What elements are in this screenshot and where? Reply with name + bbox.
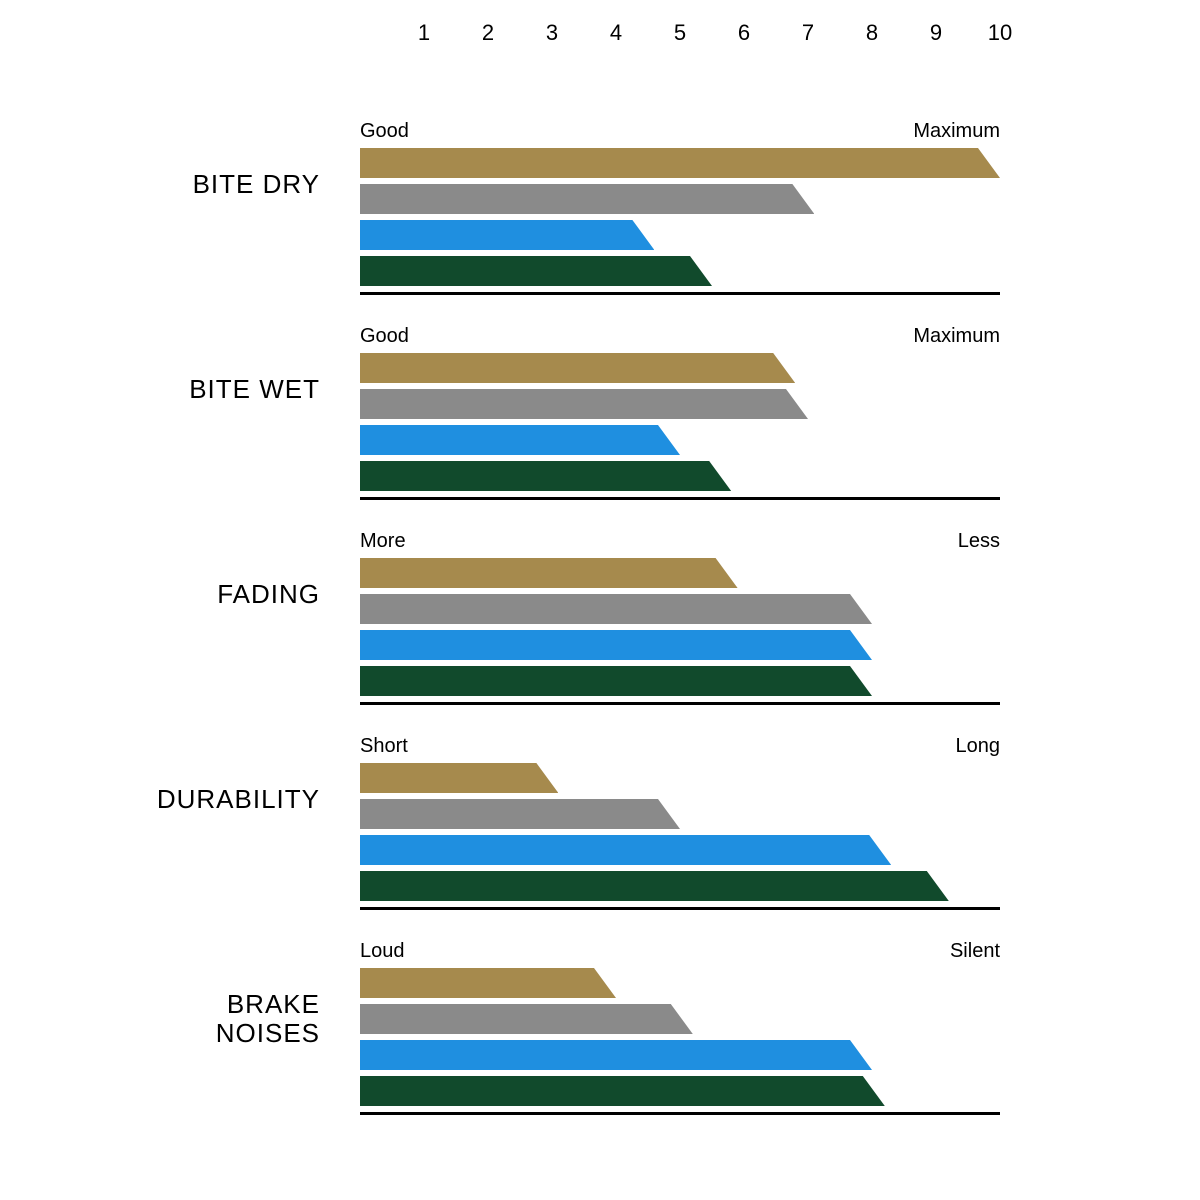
chart-area: Loud Silent (360, 940, 1000, 1115)
scale-tick: 6 (738, 20, 750, 46)
bar (360, 666, 1000, 696)
baseline (360, 907, 1000, 910)
axis-labels: Good Maximum (360, 325, 1000, 353)
bar-shape (360, 763, 558, 793)
scale-tick: 1 (418, 20, 430, 46)
chart-area: Good Maximum (360, 120, 1000, 295)
bar-shape (360, 389, 808, 419)
scale-tick: 4 (610, 20, 622, 46)
bar-shape (360, 461, 731, 491)
scale-ticks: 12345678910 (360, 20, 1000, 60)
bar (360, 558, 1000, 588)
bar-shape (360, 353, 795, 383)
scale-tick: 8 (866, 20, 878, 46)
scale-tick: 9 (930, 20, 942, 46)
bar-shape (360, 1004, 693, 1034)
bar (360, 763, 1000, 793)
bar (360, 799, 1000, 829)
chart-container: 12345678910 BITE DRYGoodMaximumBITE WETG… (100, 20, 1100, 1145)
scale-tick: 5 (674, 20, 686, 46)
scale-tick: 2 (482, 20, 494, 46)
axis-right-label: Less (958, 530, 1000, 553)
chart-area: Good Maximum (360, 325, 1000, 500)
bar-shape (360, 835, 891, 865)
bar-shape (360, 1040, 872, 1070)
category-label: FADING (80, 580, 320, 609)
bars (360, 558, 1000, 696)
axis-labels: More Less (360, 530, 1000, 558)
bar (360, 353, 1000, 383)
axis-right-label: Maximum (913, 120, 1000, 143)
bar-shape (360, 256, 712, 286)
chart-area: Short Long (360, 735, 1000, 910)
axis-left-label: Short (360, 735, 408, 758)
scale-tick: 10 (988, 20, 1012, 46)
bar (360, 968, 1000, 998)
bar-shape (360, 799, 680, 829)
bar-shape (360, 184, 814, 214)
bar (360, 1040, 1000, 1070)
category-label: DURABILITY (80, 785, 320, 814)
bar (360, 461, 1000, 491)
bar-shape (360, 594, 872, 624)
bar (360, 425, 1000, 455)
bars (360, 353, 1000, 491)
bar-shape (360, 630, 872, 660)
bar (360, 148, 1000, 178)
bar (360, 389, 1000, 419)
bar (360, 220, 1000, 250)
category-label: BRAKENOISES (80, 990, 320, 1047)
bar-shape (360, 1076, 885, 1106)
axis-right-label: Long (956, 735, 1001, 758)
axis-labels: Good Maximum (360, 120, 1000, 148)
axis-left-label: Loud (360, 940, 405, 963)
axis-left-label: More (360, 530, 406, 553)
bar (360, 256, 1000, 286)
category-label: BITE WET (80, 375, 320, 404)
category: FADINGMoreLess (100, 530, 1100, 705)
category-label: BITE DRY (80, 170, 320, 199)
category: BITE WETGoodMaximum (100, 325, 1100, 500)
bar (360, 630, 1000, 660)
bar (360, 1004, 1000, 1034)
axis-left-label: Good (360, 325, 409, 348)
axis-right-label: Maximum (913, 325, 1000, 348)
chart-area: More Less (360, 530, 1000, 705)
bar-shape (360, 968, 616, 998)
scale-tick: 7 (802, 20, 814, 46)
bars (360, 148, 1000, 286)
bar-shape (360, 148, 1000, 178)
bar (360, 835, 1000, 865)
scale-tick: 3 (546, 20, 558, 46)
bar (360, 594, 1000, 624)
bar-shape (360, 558, 738, 588)
bar (360, 871, 1000, 901)
bar (360, 184, 1000, 214)
baseline (360, 497, 1000, 500)
category: BITE DRYGoodMaximum (100, 120, 1100, 295)
axis-labels: Short Long (360, 735, 1000, 763)
category: BRAKENOISESLoudSilent (100, 940, 1100, 1115)
axis-right-label: Silent (950, 940, 1000, 963)
baseline (360, 292, 1000, 295)
baseline (360, 1112, 1000, 1115)
category: DURABILITYShortLong (100, 735, 1100, 910)
bars (360, 763, 1000, 901)
axis-labels: Loud Silent (360, 940, 1000, 968)
categories: BITE DRYGoodMaximumBITE WETGoodMaximumFA… (100, 120, 1100, 1115)
bar-shape (360, 666, 872, 696)
bars (360, 968, 1000, 1106)
axis-left-label: Good (360, 120, 409, 143)
bar (360, 1076, 1000, 1106)
bar-shape (360, 425, 680, 455)
bar-shape (360, 871, 949, 901)
baseline (360, 702, 1000, 705)
bar-shape (360, 220, 654, 250)
